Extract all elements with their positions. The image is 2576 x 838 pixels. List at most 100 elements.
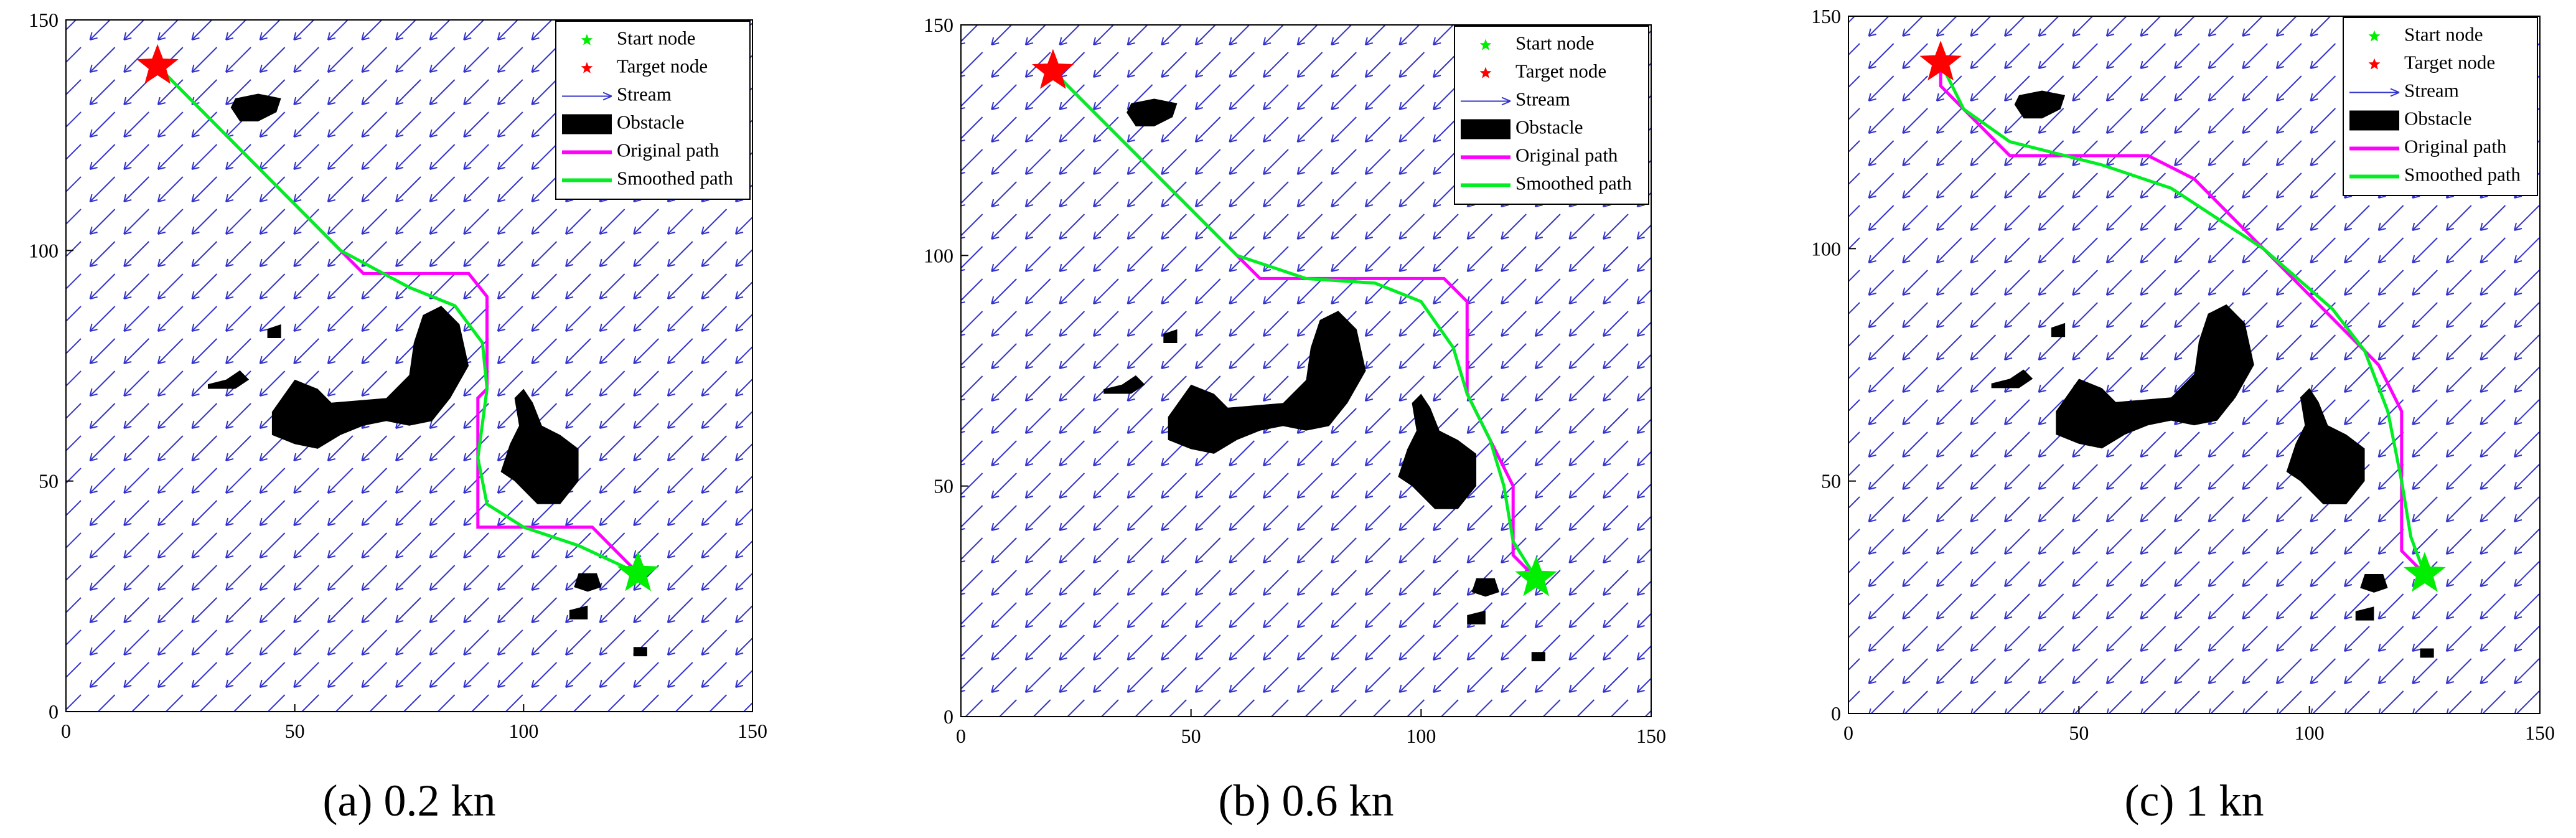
stream-arrow-head	[1902, 449, 1911, 458]
stream-arrow-head	[1398, 199, 1407, 207]
stream-arrow	[191, 47, 218, 73]
stream-arrow	[2276, 16, 2298, 37]
stream-arrow-head	[191, 323, 200, 332]
stream-arrow-head	[1296, 69, 1305, 78]
stream-arrow-head	[2038, 60, 2046, 69]
stream-arrow-head	[259, 291, 268, 299]
stream-arrow	[1936, 496, 1962, 522]
stream-arrow-head	[1194, 134, 1204, 143]
stream-arrow	[1331, 732, 1356, 757]
stream-arrow	[1603, 246, 1629, 272]
stream-arrow	[191, 403, 218, 429]
stream-arrow	[2514, 302, 2540, 328]
stream-arrow-head	[1603, 490, 1611, 499]
stream-arrow	[328, 727, 353, 752]
stream-arrow	[1093, 149, 1119, 175]
stream-arrow	[1398, 25, 1420, 45]
stream-arrow-head	[463, 97, 472, 105]
stream-arrow-head	[1024, 522, 1034, 531]
stream-arrow-head	[2140, 28, 2148, 37]
stream-arrow-head	[2275, 158, 2285, 166]
stream-arrow	[1296, 278, 1323, 304]
stream-arrow-head	[565, 388, 574, 397]
stream-arrow-head	[1263, 134, 1272, 143]
stream-arrow-head	[498, 745, 505, 752]
stream-arrow-head	[191, 582, 200, 591]
stream-arrow	[2072, 593, 2098, 619]
stream-arrow	[398, 0, 423, 7]
stream-arrow-head	[669, 0, 677, 7]
stream-arrow-head	[924, 361, 931, 369]
stream-arrow	[361, 370, 388, 397]
stream-arrow-head	[633, 517, 642, 526]
stream-arrow-head	[1024, 101, 1034, 110]
stream-arrow	[633, 500, 659, 526]
stream-arrow-head	[123, 291, 132, 299]
stream-arrow-head	[361, 323, 370, 332]
stream-arrow	[2208, 626, 2234, 652]
stream-arrow	[1059, 408, 1085, 434]
stream-arrow-head	[259, 485, 268, 494]
stream-arrow	[1636, 580, 1651, 596]
stream-arrow	[157, 79, 184, 105]
stream-arrow	[1195, 116, 1221, 143]
stream-arrow	[2072, 108, 2098, 134]
stream-arrow-head	[1835, 741, 1842, 748]
stream-arrow-head	[1059, 199, 1067, 207]
obstacle	[2051, 322, 2066, 337]
stream-arrow	[2038, 172, 2064, 199]
stream-arrow	[2242, 205, 2268, 231]
stream-arrow	[961, 537, 983, 561]
stream-arrow-head	[1936, 611, 1945, 619]
stream-arrow-head	[1093, 490, 1102, 499]
stream-arrow	[1161, 52, 1187, 78]
stream-arrow	[599, 403, 625, 429]
stream-arrow	[2174, 658, 2200, 684]
stream-arrow	[1365, 537, 1391, 563]
stream-arrow-head	[395, 161, 404, 170]
stream-arrow-head	[1902, 28, 1911, 37]
stream-arrow	[2038, 16, 2060, 37]
stream-arrow	[2208, 43, 2234, 69]
stream-arrow-head	[2344, 643, 2353, 652]
stream-arrow	[991, 537, 1017, 563]
stream-arrow-head	[464, 745, 471, 752]
stream-arrow-head	[157, 355, 166, 364]
obstacle	[569, 605, 588, 619]
stream-arrow-head	[395, 129, 404, 138]
stream-arrow-head	[924, 5, 931, 12]
stream-arrow-head	[1059, 522, 1067, 531]
stream-arrow-head	[56, 65, 63, 72]
stream-arrow-head	[2275, 28, 2285, 37]
stream-arrow	[191, 597, 218, 623]
stream-arrow	[924, 506, 948, 530]
stream-arrow	[531, 209, 558, 235]
stream-arrow-head	[56, 583, 63, 590]
stream-arrow-head	[2445, 676, 2455, 684]
stream-arrow-head	[293, 323, 302, 332]
stream-arrow-head	[701, 745, 709, 752]
stream-arrow-head	[463, 550, 472, 558]
stream-arrow-head	[1296, 296, 1305, 304]
stream-arrow	[2549, 691, 2574, 716]
stream-arrow	[1263, 311, 1289, 337]
stream-arrow	[2412, 593, 2438, 619]
stream-arrow-head	[1263, 619, 1272, 628]
stream-arrow	[701, 338, 728, 364]
stream-arrow-head	[1534, 425, 1543, 434]
stream-arrow-head	[395, 485, 404, 494]
stream-arrow-head	[2412, 611, 2420, 619]
stream-arrow	[293, 111, 319, 138]
stream-arrow	[1331, 149, 1357, 175]
stream-arrow-head	[735, 420, 744, 429]
stream-arrow-head	[361, 582, 370, 591]
stream-arrow-head	[924, 134, 931, 142]
stream-arrow-head	[497, 64, 506, 73]
stream-arrow	[2106, 302, 2132, 328]
stream-arrow-head	[2208, 676, 2216, 684]
stream-arrow-head	[1059, 328, 1067, 337]
stream-arrow-head	[1126, 166, 1135, 175]
stream-arrow-head	[293, 485, 302, 494]
stream-arrow-head	[1468, 717, 1475, 725]
stream-arrow-head	[2038, 222, 2046, 231]
